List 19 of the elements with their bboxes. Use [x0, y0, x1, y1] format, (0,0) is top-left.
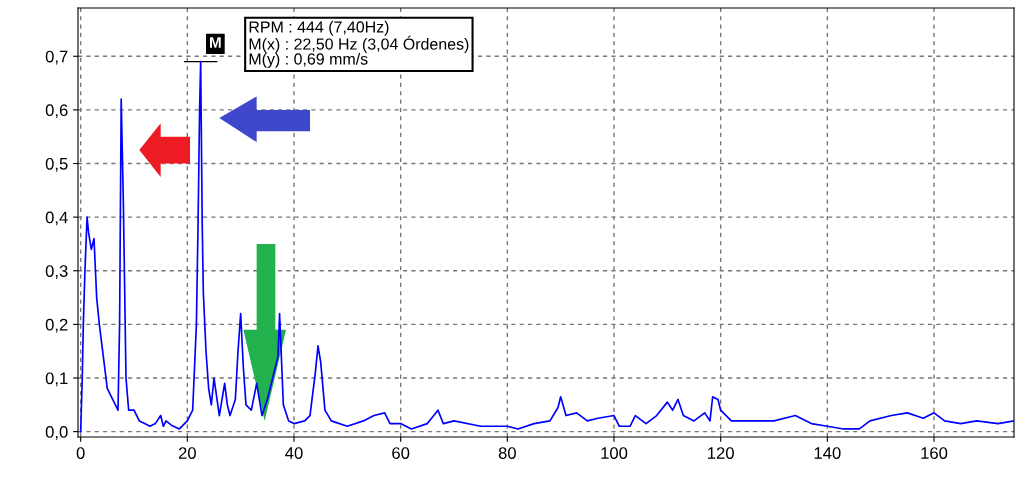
x-tick-label: 20: [178, 447, 196, 459]
x-tick-label: 160: [921, 447, 948, 459]
y-tick-label: 0,6: [45, 104, 68, 119]
x-tick-label: 120: [708, 447, 734, 459]
annotation: M: [210, 37, 221, 48]
y-tick-label: 0,5: [45, 157, 68, 172]
y-tick-label: 0,7: [45, 50, 68, 65]
y-tick-label: 0,0: [45, 426, 68, 440]
x-tick-label: 60: [392, 447, 410, 459]
x-tick-label: 140: [814, 447, 841, 459]
x-tick-label: 40: [285, 447, 303, 459]
x-tick-label: 0: [76, 447, 85, 459]
y-tick-label: 0,1: [45, 372, 68, 387]
y-tick-label: 0,2: [45, 318, 68, 333]
x-tick-label: 80: [498, 447, 516, 459]
x-tick-label: 100: [601, 447, 628, 459]
y-tick-label: 0,4: [45, 211, 68, 226]
annotation: RPM : 444 (7,40Hz) M(x) : 22,50 Hz (3,04 Órdenes) M(y) : 0,69 mm/s: [249, 20, 469, 68]
y-tick-label: 0,3: [45, 265, 68, 279]
